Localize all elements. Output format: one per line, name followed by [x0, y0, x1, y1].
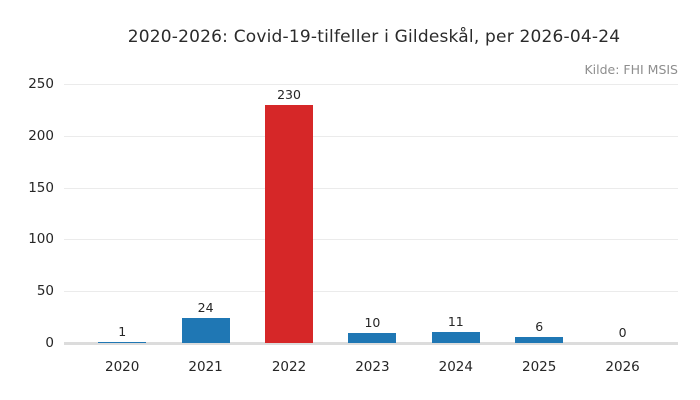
x-tick-label: 2026	[605, 359, 640, 375]
y-tick-label: 50	[36, 283, 54, 300]
x-tick-label: 2023	[355, 359, 390, 375]
bar-2023	[348, 333, 397, 343]
bar-2020	[98, 342, 147, 343]
y-tick-label: 200	[28, 127, 54, 144]
chart-title: 2020-2026: Covid-19-tilfeller i Gildeskå…	[127, 27, 621, 47]
bar-value-label: 1	[118, 324, 127, 339]
x-tick-label: 2022	[271, 359, 307, 375]
y-tick-label: 0	[45, 335, 54, 351]
x-tick-label: 2025	[522, 359, 557, 375]
y-tick-label: 150	[28, 179, 54, 196]
gridline	[64, 84, 678, 85]
x-tick-label: 2021	[188, 359, 223, 375]
bar-2024	[431, 332, 480, 343]
gridline	[64, 187, 678, 189]
y-tick-label: 250	[28, 76, 54, 92]
x-tick-label: 2024	[438, 359, 473, 375]
gridline	[64, 291, 678, 293]
x-tick-label: 2020	[105, 359, 140, 375]
x-axis-line	[64, 342, 678, 345]
bar-value-label: 6	[535, 319, 544, 334]
bar-2021	[181, 318, 230, 343]
bar-value-label: 11	[447, 314, 464, 329]
bar-value-label: 230	[277, 87, 301, 102]
gridline	[64, 239, 678, 241]
bar-value-label: 0	[618, 325, 627, 340]
bar-2022	[265, 105, 313, 343]
y-tick-label: 100	[28, 231, 54, 248]
bar-value-label: 24	[197, 300, 214, 315]
source-label: Kilde: FHI MSIS	[584, 62, 678, 77]
bar-2025	[515, 337, 564, 343]
gridline	[64, 135, 678, 137]
bar-value-label: 10	[364, 315, 381, 330]
